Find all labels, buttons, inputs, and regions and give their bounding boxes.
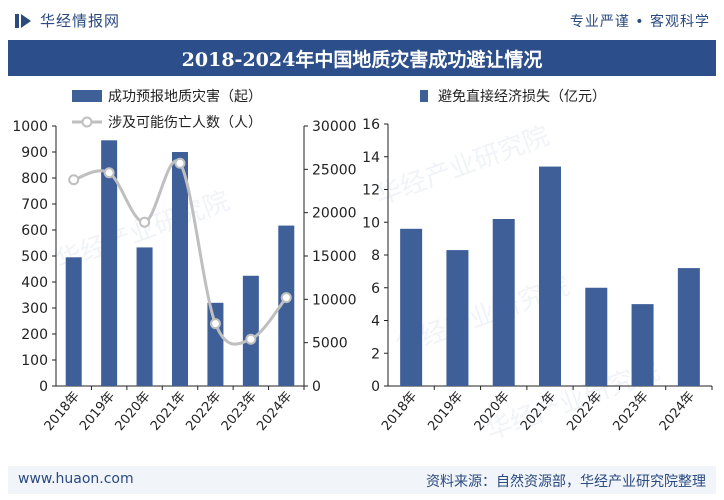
left-x-tick-label: 2023年 [219, 389, 260, 434]
right-chart-y-tick-label: 2 [371, 346, 380, 362]
right-bar [585, 287, 608, 386]
legend-bar-label: 成功预报地质灾害（起） [108, 88, 262, 105]
right-chart-y-tick-label: 4 [371, 314, 380, 330]
left-y-tick-label: 100 [21, 353, 48, 369]
left-bar [242, 275, 259, 386]
page-title: 2018-2024年中国地质灾害成功避让情况 [181, 48, 543, 71]
right-y-tick-label: 10000 [312, 292, 357, 308]
right-chart-y-tick-label: 14 [362, 150, 380, 166]
top-bar: 华经情报网 专业严谨 • 客观科学 [0, 0, 724, 40]
chart-left: 华经产业研究院华经产业研究院华经产业研究院华经产业研究院010020030040… [12, 88, 713, 447]
footer: www.huaon.com 资料来源：自然资源部，华经产业研究院整理 [8, 466, 716, 494]
right-bar [492, 218, 515, 386]
left-bar [65, 257, 82, 386]
legend-line-marker [81, 116, 93, 128]
left-line-point [245, 333, 257, 345]
right-bar [539, 166, 561, 386]
left-y-tick-label: 0 [39, 379, 48, 395]
footer-source: 资料来源：自然资源部，华经产业研究院整理 [426, 474, 706, 490]
left-y-tick-label: 900 [21, 145, 48, 161]
right-bar [446, 250, 469, 386]
left-bar [207, 302, 224, 386]
right-chart-y-tick-label: 0 [371, 379, 380, 395]
left-x-tick-label: 2022年 [183, 389, 224, 434]
right-y-tick-label: 30000 [312, 119, 357, 135]
left-y-tick-label: 400 [21, 275, 48, 291]
left-y-tick-label: 200 [21, 327, 48, 343]
right-chart-y-tick-label: 12 [362, 183, 380, 199]
logo-text: 华经情报网 [40, 12, 121, 30]
right-x-tick-label: 2019年 [425, 389, 466, 434]
left-line-point [68, 174, 80, 186]
logo-icon [15, 13, 31, 28]
left-y-tick-label: 600 [21, 223, 48, 239]
right-x-tick-label: 2024年 [657, 389, 698, 434]
left-y-tick-label: 500 [21, 249, 48, 265]
left-bar [278, 225, 295, 386]
right-bar [631, 304, 654, 386]
watermark-text: 华经产业研究院 [372, 121, 553, 211]
right-y-tick-label: 15000 [312, 249, 357, 265]
footer-url[interactable]: www.huaon.com [18, 471, 134, 487]
right-chart-y-tick-label: 16 [362, 117, 380, 133]
logo[interactable]: 华经情报网 [14, 10, 120, 31]
left-x-tick-label: 2024年 [254, 389, 295, 434]
left-y-tick-label: 700 [21, 197, 48, 213]
left-bar [136, 247, 153, 386]
left-line-point [139, 216, 151, 228]
left-y-tick-label: 800 [21, 171, 48, 187]
right-y-tick-label: 0 [312, 379, 321, 395]
left-x-tick-label: 2019年 [77, 389, 118, 434]
legend-right-label: 避免直接经济损失（亿元） [438, 88, 606, 105]
right-y-tick-label: 5000 [312, 336, 348, 352]
left-x-tick-label: 2021年 [148, 389, 189, 434]
left-line-point [280, 292, 292, 304]
left-x-tick-label: 2018年 [42, 389, 83, 434]
right-chart-y-tick-label: 8 [371, 248, 380, 264]
right-chart-y-tick-label: 6 [371, 281, 380, 297]
right-chart-y-tick-label: 10 [362, 215, 380, 231]
right-y-tick-label: 20000 [312, 206, 357, 222]
right-y-tick-label: 25000 [312, 162, 357, 178]
right-bar [677, 268, 700, 386]
left-bar [101, 140, 118, 386]
right-bar [400, 228, 423, 386]
legend-bar-swatch [72, 90, 102, 102]
left-line-point [174, 157, 186, 169]
tagline: 专业严谨 • 客观科学 [569, 14, 710, 30]
right-x-tick-label: 2018年 [379, 389, 420, 434]
left-bar [172, 152, 188, 386]
left-y-tick-label: 1000 [12, 119, 48, 135]
left-line-point [103, 167, 115, 179]
left-x-tick-label: 2020年 [113, 389, 154, 434]
legend-right-swatch [420, 90, 428, 102]
left-y-tick-label: 300 [21, 301, 48, 317]
legend-line-label: 涉及可能伤亡人数（人） [108, 115, 262, 131]
title-bar: 2018-2024年中国地质灾害成功避让情况 [8, 40, 716, 76]
left-line-point [209, 318, 221, 330]
